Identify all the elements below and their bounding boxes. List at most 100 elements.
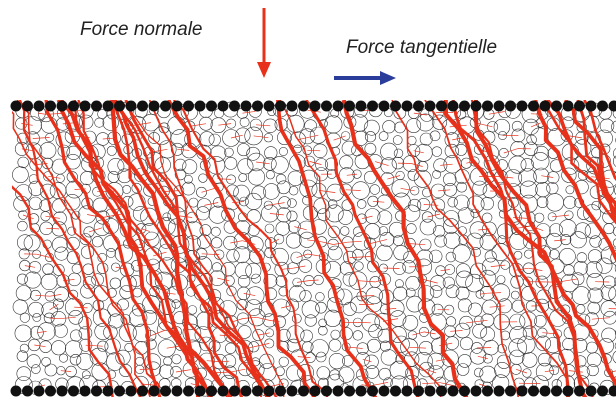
- grain: [356, 342, 369, 355]
- grain: [39, 141, 57, 159]
- grain: [368, 323, 383, 339]
- weak-contact: [36, 253, 50, 258]
- grain: [251, 273, 261, 284]
- wall-grain: [436, 100, 447, 112]
- grain: [223, 275, 235, 287]
- grain: [198, 116, 213, 131]
- grain: [378, 226, 389, 236]
- force-chain: [120, 100, 285, 397]
- grain: [376, 194, 392, 210]
- grain: [533, 167, 550, 184]
- force-chain: [110, 100, 271, 397]
- grain: [589, 235, 602, 248]
- grain: [429, 275, 446, 291]
- weak-contact: [153, 251, 167, 257]
- grain: [615, 329, 616, 337]
- wall-grain: [436, 385, 447, 397]
- grain: [468, 302, 483, 317]
- force-chains: [12, 100, 616, 397]
- grain: [111, 262, 121, 272]
- grain: [522, 368, 532, 378]
- grain: [224, 147, 234, 158]
- grain: [393, 245, 409, 261]
- grain: [299, 290, 312, 303]
- grain: [68, 309, 83, 325]
- grain: [304, 314, 317, 327]
- grain: [316, 366, 330, 380]
- grain: [595, 129, 613, 148]
- grain: [429, 249, 443, 263]
- wall-grain: [413, 100, 424, 112]
- grain: [286, 210, 298, 222]
- grain: [275, 221, 290, 236]
- force-chain: [275, 100, 378, 397]
- grain: [402, 314, 419, 331]
- weak-contact: [321, 241, 334, 245]
- grain: [431, 146, 443, 157]
- grain: [508, 338, 528, 358]
- grain: [531, 152, 550, 171]
- grain: [410, 186, 420, 196]
- grain: [264, 223, 275, 234]
- grain: [378, 131, 389, 141]
- grain: [248, 168, 266, 186]
- weak-contact: [409, 243, 426, 246]
- grain: [383, 377, 393, 388]
- wall-grain: [551, 100, 562, 112]
- grain: [247, 308, 266, 327]
- weak-contact: [46, 227, 60, 230]
- grain: [340, 226, 350, 236]
- grain: [300, 169, 318, 188]
- grain: [265, 170, 275, 180]
- grain: [64, 340, 83, 358]
- grain: [599, 118, 615, 134]
- grain: [419, 132, 433, 146]
- grain: [460, 157, 472, 169]
- wall-grain: [309, 100, 321, 112]
- grain: [94, 117, 105, 128]
- wall-grain: [206, 385, 217, 397]
- grain: [237, 143, 251, 157]
- grain: [196, 186, 207, 198]
- grain: [400, 338, 419, 357]
- grain: [403, 204, 421, 222]
- grain: [546, 232, 563, 249]
- wall-grain: [22, 385, 33, 397]
- grain: [40, 211, 51, 222]
- wall-grain: [447, 100, 459, 112]
- weak-contact: [530, 122, 541, 128]
- grain: [561, 167, 577, 183]
- grain: [596, 257, 613, 274]
- weak-contact: [292, 265, 306, 269]
- grain: [236, 299, 248, 311]
- grain: [28, 213, 40, 225]
- grain: [442, 276, 455, 289]
- wall-grain: [470, 385, 482, 397]
- grain: [498, 105, 512, 119]
- weak-contact: [357, 280, 376, 283]
- grain: [301, 300, 320, 319]
- grain: [526, 134, 537, 146]
- grain: [537, 352, 552, 367]
- force-chain: [443, 100, 616, 388]
- wall-grain: [574, 385, 585, 397]
- wall-grain: [171, 100, 183, 112]
- wall-grain: [482, 385, 493, 397]
- grain: [222, 129, 240, 147]
- grain: [511, 299, 525, 313]
- weak-contact: [349, 256, 371, 258]
- grain: [303, 155, 316, 168]
- wall-grain: [183, 100, 194, 112]
- weak-contact: [361, 295, 375, 297]
- grain: [285, 298, 300, 312]
- weak-contact: [333, 135, 346, 141]
- grain: [352, 169, 362, 179]
- grain: [315, 158, 328, 171]
- grain: [103, 325, 118, 340]
- grain: [276, 180, 291, 195]
- grain: [197, 198, 212, 213]
- grain: [459, 336, 474, 351]
- grain: [131, 182, 142, 194]
- grain: [393, 148, 404, 159]
- grain: [454, 322, 471, 339]
